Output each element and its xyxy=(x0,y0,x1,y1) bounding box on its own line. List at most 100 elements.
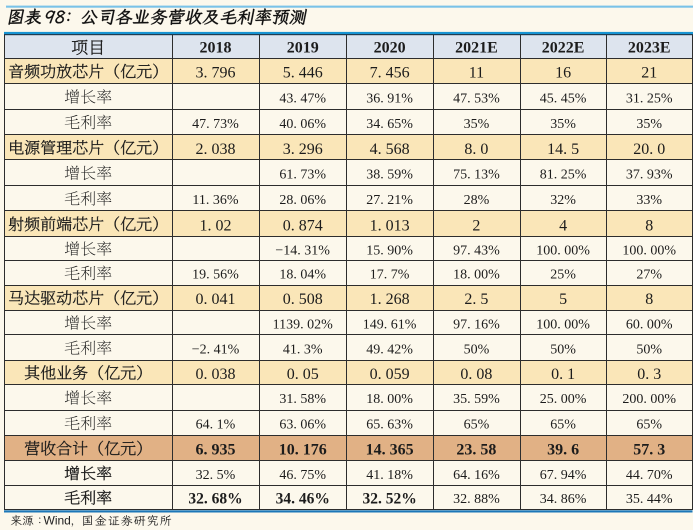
svg-text:32. 5%: 32. 5% xyxy=(196,468,236,483)
svg-text:2021E: 2021E xyxy=(455,40,498,57)
svg-text:1. 02: 1. 02 xyxy=(200,217,232,234)
svg-text:65%: 65% xyxy=(464,418,490,433)
svg-text:63. 06%: 63. 06% xyxy=(279,418,326,433)
svg-text:28. 06%: 28. 06% xyxy=(279,193,326,208)
svg-text:49. 42%: 49. 42% xyxy=(366,342,413,357)
svg-text:2022E: 2022E xyxy=(542,40,585,57)
svg-text:41. 3%: 41. 3% xyxy=(283,342,323,357)
svg-text:32. 52%: 32. 52% xyxy=(362,491,416,508)
svg-text:34. 65%: 34. 65% xyxy=(366,117,413,132)
svg-text:18. 00%: 18. 00% xyxy=(366,392,413,407)
svg-text:50%: 50% xyxy=(636,342,662,357)
svg-text:28%: 28% xyxy=(464,193,490,208)
svg-text:35%: 35% xyxy=(550,117,576,132)
svg-text:43. 47%: 43. 47% xyxy=(279,91,326,106)
svg-text:100. 00%: 100. 00% xyxy=(536,243,590,258)
svg-text:0. 874: 0. 874 xyxy=(283,217,323,234)
svg-text:37. 93%: 37. 93% xyxy=(626,168,673,183)
svg-text:18. 04%: 18. 04% xyxy=(279,268,326,283)
svg-text:46. 75%: 46. 75% xyxy=(279,468,326,483)
svg-text:35%: 35% xyxy=(464,117,490,132)
svg-text:50%: 50% xyxy=(464,342,490,357)
svg-text:6. 935: 6. 935 xyxy=(196,442,236,459)
svg-text:50%: 50% xyxy=(550,342,576,357)
svg-text:5: 5 xyxy=(559,291,567,308)
svg-text:23. 58: 23. 58 xyxy=(456,442,496,459)
svg-text:64. 16%: 64. 16% xyxy=(453,468,500,483)
svg-text:18. 00%: 18. 00% xyxy=(453,268,500,283)
svg-text:1. 268: 1. 268 xyxy=(370,291,410,308)
svg-text:11: 11 xyxy=(469,65,484,82)
svg-text:34. 46%: 34. 46% xyxy=(276,491,330,508)
svg-text:4. 568: 4. 568 xyxy=(370,141,410,158)
svg-text:100. 00%: 100. 00% xyxy=(536,317,590,332)
svg-text:149. 61%: 149. 61% xyxy=(363,317,417,332)
svg-text:15. 90%: 15. 90% xyxy=(366,243,413,258)
svg-text:1139. 02%: 1139. 02% xyxy=(273,317,333,332)
svg-text:32. 88%: 32. 88% xyxy=(453,492,500,507)
svg-text:8. 0: 8. 0 xyxy=(464,141,488,158)
svg-text:10. 176: 10. 176 xyxy=(279,442,327,459)
svg-text:40. 06%: 40. 06% xyxy=(279,117,326,132)
svg-text:41. 18%: 41. 18% xyxy=(366,468,413,483)
svg-text:2. 5: 2. 5 xyxy=(464,291,488,308)
svg-text:65%: 65% xyxy=(636,418,662,433)
svg-text:7. 456: 7. 456 xyxy=(370,65,410,82)
svg-text:Wind: Wind xyxy=(44,514,71,528)
svg-text:35%: 35% xyxy=(636,117,662,132)
svg-text:0. 3: 0. 3 xyxy=(637,366,661,383)
svg-text:31. 25%: 31. 25% xyxy=(626,91,673,106)
svg-text:11. 36%: 11. 36% xyxy=(192,193,238,208)
svg-text:47. 53%: 47. 53% xyxy=(453,91,500,106)
svg-text:3. 296: 3. 296 xyxy=(283,141,323,158)
svg-text:0. 059: 0. 059 xyxy=(370,366,410,383)
svg-text:8: 8 xyxy=(645,291,653,308)
svg-text:2019: 2019 xyxy=(287,40,319,57)
svg-text:14. 5: 14. 5 xyxy=(547,141,579,158)
svg-text:57. 3: 57. 3 xyxy=(633,442,665,459)
svg-text:45. 45%: 45. 45% xyxy=(540,91,587,106)
svg-text:0. 1: 0. 1 xyxy=(551,366,575,383)
svg-text:200. 00%: 200. 00% xyxy=(622,392,676,407)
svg-text:39. 6: 39. 6 xyxy=(547,442,579,459)
svg-text:25%: 25% xyxy=(550,268,576,283)
svg-text:2023E: 2023E xyxy=(628,40,671,57)
svg-text:25. 00%: 25. 00% xyxy=(540,392,587,407)
svg-text:67. 94%: 67. 94% xyxy=(540,468,587,483)
svg-text:81. 25%: 81. 25% xyxy=(540,168,587,183)
svg-text:2020: 2020 xyxy=(374,40,406,57)
svg-text:32%: 32% xyxy=(550,193,576,208)
svg-text:64. 1%: 64. 1% xyxy=(196,418,236,433)
svg-text:20. 0: 20. 0 xyxy=(633,141,665,158)
svg-text:27. 21%: 27. 21% xyxy=(366,193,413,208)
svg-text:65%: 65% xyxy=(550,418,576,433)
svg-text:100. 00%: 100. 00% xyxy=(622,243,676,258)
svg-text:34. 86%: 34. 86% xyxy=(540,492,587,507)
svg-text:2. 038: 2. 038 xyxy=(196,141,236,158)
svg-text:38. 59%: 38. 59% xyxy=(366,168,413,183)
svg-text:−14. 31%: −14. 31% xyxy=(275,243,330,258)
svg-text:17. 7%: 17. 7% xyxy=(370,268,410,283)
svg-text:21: 21 xyxy=(641,65,657,82)
svg-text:5. 446: 5. 446 xyxy=(283,65,323,82)
svg-text:27%: 27% xyxy=(636,268,662,283)
svg-text:8: 8 xyxy=(645,217,653,234)
svg-text:14. 365: 14. 365 xyxy=(366,442,414,459)
svg-text:61. 73%: 61. 73% xyxy=(279,168,326,183)
svg-text:36. 91%: 36. 91% xyxy=(366,91,413,106)
svg-text:0. 041: 0. 041 xyxy=(196,291,236,308)
svg-text:60. 00%: 60. 00% xyxy=(626,317,673,332)
svg-text:44. 70%: 44. 70% xyxy=(626,468,673,483)
svg-text:97. 16%: 97. 16% xyxy=(453,317,500,332)
svg-text:32. 68%: 32. 68% xyxy=(188,491,242,508)
svg-text:19. 56%: 19. 56% xyxy=(192,268,239,283)
svg-text:16: 16 xyxy=(555,65,571,82)
svg-text:47. 73%: 47. 73% xyxy=(192,117,239,132)
svg-text:65. 63%: 65. 63% xyxy=(366,418,413,433)
svg-text:2018: 2018 xyxy=(200,40,232,57)
svg-text:0. 038: 0. 038 xyxy=(196,366,236,383)
svg-text:4: 4 xyxy=(559,217,567,234)
svg-text:75. 13%: 75. 13% xyxy=(453,168,500,183)
svg-text:0. 05: 0. 05 xyxy=(287,366,319,383)
svg-text:2: 2 xyxy=(472,217,480,234)
